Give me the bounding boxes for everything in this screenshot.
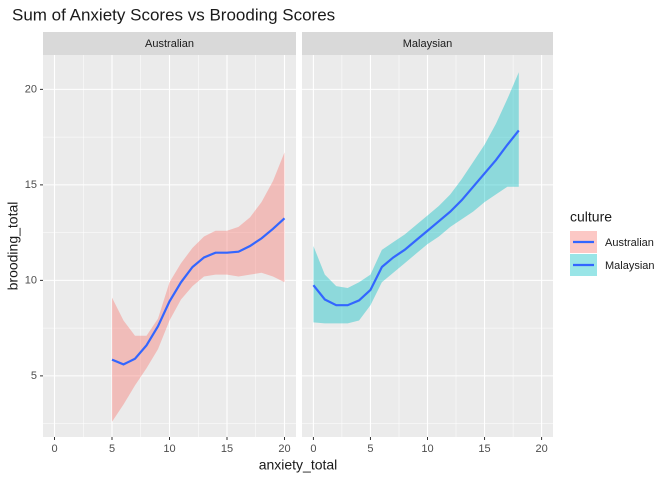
legend-label: Australian bbox=[605, 237, 654, 249]
confidence-band bbox=[313, 72, 519, 324]
chart-title: Sum of Anxiety Scores vs Brooding Scores bbox=[12, 5, 335, 24]
x-tick-label: 0 bbox=[310, 443, 316, 455]
x-tick-label: 0 bbox=[51, 443, 57, 455]
x-tick-label: 20 bbox=[278, 443, 290, 455]
y-axis-label: brooding_total bbox=[5, 202, 21, 291]
confidence-band bbox=[112, 152, 285, 422]
y-tick-label: 20 bbox=[25, 83, 37, 95]
x-axis-label: anxiety_total bbox=[259, 457, 338, 473]
strip bbox=[43, 32, 296, 55]
y-tick-label: 10 bbox=[25, 274, 37, 286]
legend-title: culture bbox=[570, 209, 612, 225]
smooth-line bbox=[111, 217, 286, 366]
y-tick-label: 15 bbox=[25, 179, 37, 191]
strip bbox=[302, 32, 553, 55]
strip-label: Malaysian bbox=[403, 38, 453, 50]
y-tick-label: 5 bbox=[31, 370, 37, 382]
x-tick-label: 10 bbox=[421, 443, 433, 455]
x-tick-label: 5 bbox=[367, 443, 373, 455]
x-tick-label: 10 bbox=[163, 443, 175, 455]
x-tick-label: 20 bbox=[535, 443, 547, 455]
strip-label: Australian bbox=[145, 38, 194, 50]
x-tick-label: 15 bbox=[478, 443, 490, 455]
legend-label: Malaysian bbox=[605, 260, 655, 272]
x-tick-label: 5 bbox=[109, 443, 115, 455]
smooth-line bbox=[312, 129, 520, 307]
x-tick-label: 15 bbox=[221, 443, 233, 455]
